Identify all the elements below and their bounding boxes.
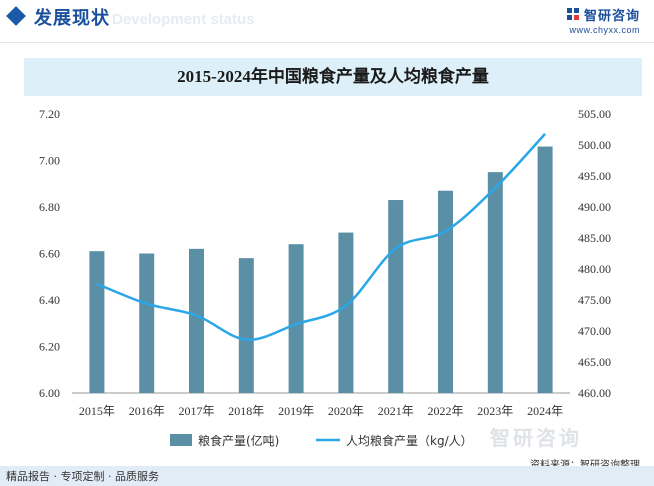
bar <box>388 200 404 393</box>
y-left-tick-label: 7.20 <box>39 107 60 121</box>
x-tick-label: 2022年 <box>427 404 463 418</box>
y-right-tick-label: 465.00 <box>578 355 611 369</box>
brand: 智研咨询 <box>566 5 640 24</box>
watermark: 智研咨询 <box>490 422 582 451</box>
x-tick-label: 2021年 <box>378 404 414 418</box>
source-note: 资料来源：智研咨询整理 <box>530 456 640 471</box>
y-left-tick-label: 6.20 <box>39 340 60 354</box>
y-right-tick-label: 490.00 <box>578 200 611 214</box>
legend-label-bar: 粮食产量(亿吨) <box>198 433 279 448</box>
bar <box>338 232 354 393</box>
header-divider <box>0 42 654 43</box>
legend-label-line: 人均粮食产量（kg/人） <box>346 433 473 448</box>
y-left-tick-label: 6.00 <box>39 386 60 400</box>
page-header: Development status 发展现状 智研咨询 www.chyxx.c… <box>0 0 654 42</box>
brand-url: www.chyxx.com <box>569 25 640 35</box>
y-right-tick-label: 505.00 <box>578 107 611 121</box>
y-right-tick-label: 470.00 <box>578 324 611 338</box>
y-right-tick-label: 485.00 <box>578 231 611 245</box>
section-ghost-title: Development status <box>112 11 255 28</box>
x-tick-label: 2024年 <box>527 404 563 418</box>
watermark-text: 智研咨询 <box>490 426 582 450</box>
bar <box>487 172 503 393</box>
brand-name: 智研咨询 <box>583 8 640 24</box>
y-right-tick-label: 475.00 <box>578 293 611 307</box>
bar <box>89 251 105 393</box>
y-left-tick-label: 7.00 <box>39 154 60 168</box>
footer-tagline: 精品报告 · 专项定制 · 品质服务 <box>6 470 159 483</box>
bar <box>288 244 304 393</box>
bar <box>537 146 553 393</box>
y-right-tick-label: 460.00 <box>578 386 611 400</box>
bar <box>238 258 254 393</box>
section-title: 发展现状 <box>34 8 110 29</box>
bar <box>139 253 155 393</box>
x-tick-label: 2023年 <box>477 404 513 418</box>
bar <box>189 248 204 393</box>
x-tick-label: 2018年 <box>228 404 264 418</box>
bar <box>438 190 453 393</box>
x-tick-label: 2015年 <box>79 404 115 418</box>
chart-title: 2015-2024年中国粮食产量及人均粮食产量 <box>177 67 489 86</box>
y-left-tick-label: 6.80 <box>39 200 60 214</box>
y-right-tick-label: 500.00 <box>578 138 611 152</box>
y-left-tick-label: 6.60 <box>39 247 60 261</box>
footer-bar: 精品报告 · 专项定制 · 品质服务 <box>0 466 654 486</box>
x-tick-label: 2017年 <box>178 404 214 418</box>
y-left-tick-label: 6.40 <box>39 293 60 307</box>
x-tick-label: 2020年 <box>328 404 364 418</box>
legend-bar-swatch <box>170 434 192 446</box>
y-right-tick-label: 495.00 <box>578 169 611 183</box>
brand-logo-icon <box>566 8 579 20</box>
x-tick-label: 2016年 <box>129 404 165 418</box>
chart-title-band: 2015-2024年中国粮食产量及人均粮食产量 <box>24 58 642 96</box>
y-right-tick-label: 480.00 <box>578 262 611 276</box>
x-tick-label: 2019年 <box>278 404 314 418</box>
series-line <box>96 132 547 341</box>
